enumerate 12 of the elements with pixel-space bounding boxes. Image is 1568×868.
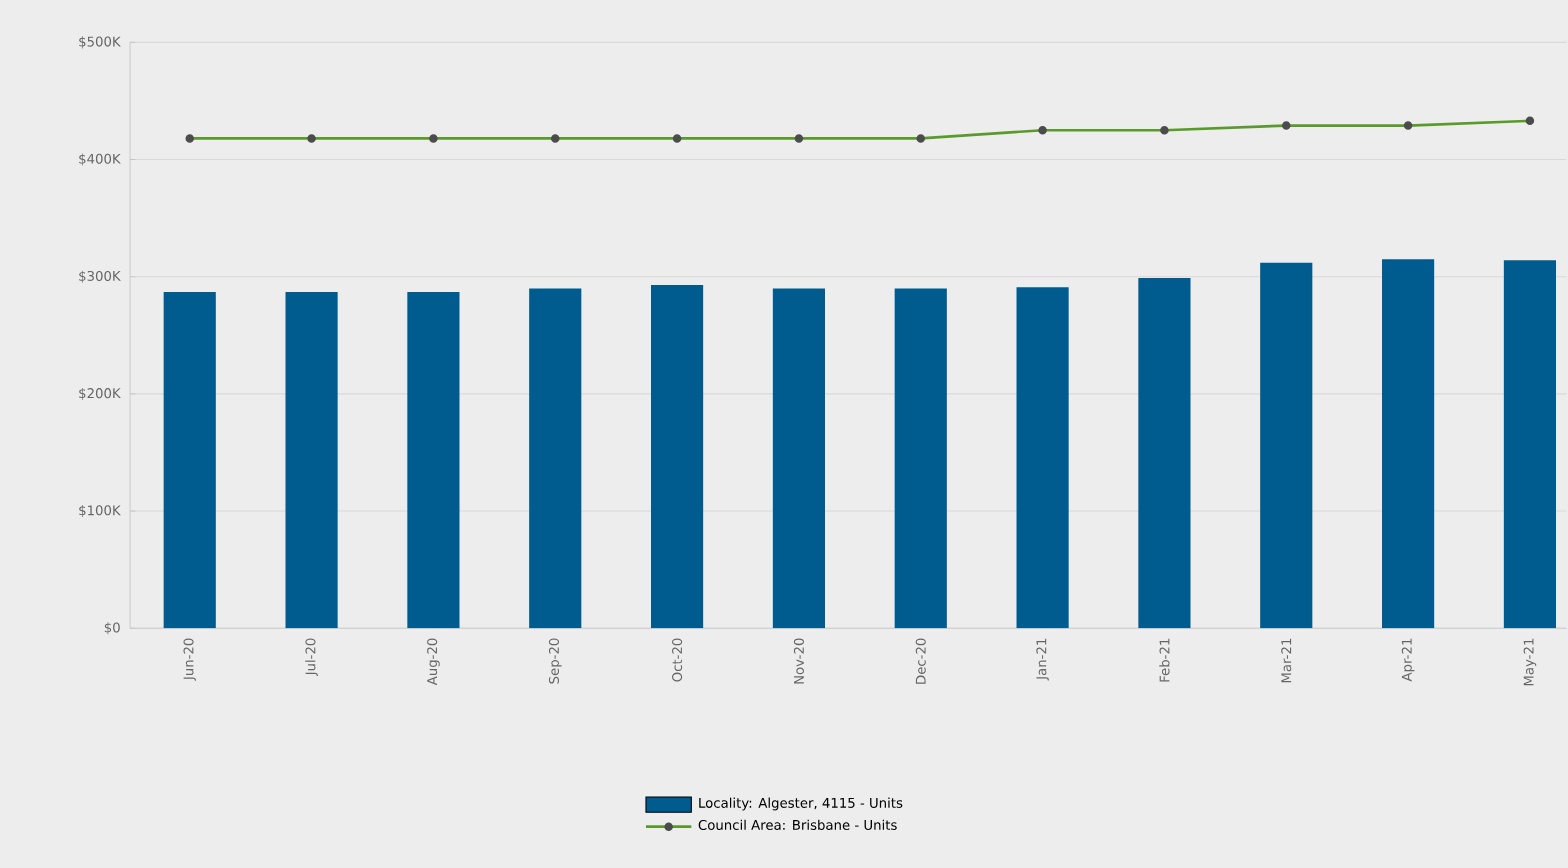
bar: [1260, 262, 1313, 629]
bar: [1016, 287, 1069, 629]
bar: [894, 288, 947, 629]
bar: [772, 288, 825, 629]
bar: [529, 288, 582, 629]
bar: [407, 291, 460, 629]
bar: [163, 291, 216, 629]
bar: [285, 291, 338, 629]
bar: [1138, 277, 1191, 629]
bar: [651, 284, 704, 629]
bar: [1503, 260, 1557, 629]
bar: [1382, 259, 1435, 629]
